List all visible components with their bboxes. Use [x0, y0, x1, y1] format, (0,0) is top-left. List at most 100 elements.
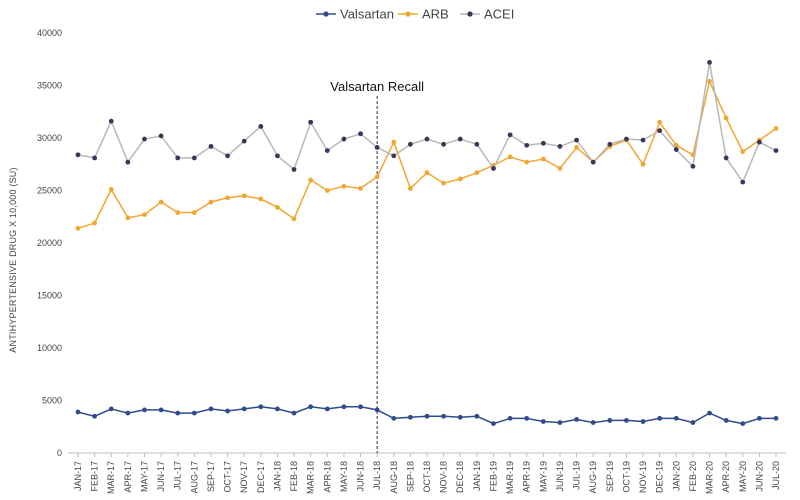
x-tick-label: JAN-17 — [73, 461, 83, 491]
data-point-valsartan — [574, 417, 579, 422]
data-point-valsartan — [524, 415, 530, 421]
x-tick-label: APR-18 — [322, 461, 332, 493]
data-point-arb — [241, 193, 247, 199]
data-point-acei — [258, 124, 264, 129]
data-point-valsartan — [125, 410, 131, 416]
recall-annotation-label: Valsartan Recall — [330, 79, 424, 94]
x-tick-label: JUL-18 — [372, 461, 382, 490]
data-point-acei — [308, 119, 314, 125]
data-point-arb — [308, 177, 314, 183]
data-point-valsartan — [740, 421, 746, 426]
data-point-valsartan — [358, 404, 363, 410]
data-point-valsartan — [557, 420, 563, 425]
data-point-arb — [175, 210, 181, 215]
data-point-arb — [324, 188, 330, 193]
legend-label-arb: ARB — [422, 7, 449, 22]
x-tick-label: OCT-18 — [422, 461, 432, 493]
data-point-arb — [125, 215, 131, 221]
data-point-acei — [624, 136, 629, 142]
data-point-acei — [407, 141, 413, 147]
x-tick-label: JAN-19 — [472, 461, 482, 491]
x-tick-label: DEC-17 — [256, 461, 266, 493]
data-point-acei — [175, 155, 181, 161]
data-point-acei — [491, 166, 496, 171]
x-tick-label: MAR-17 — [106, 461, 116, 494]
data-point-acei — [707, 60, 712, 65]
x-tick-label: JUL-20 — [771, 461, 781, 490]
data-point-valsartan — [92, 413, 98, 419]
legend: Valsartan ARB ACEI — [316, 7, 514, 22]
series-acei — [75, 60, 779, 185]
data-point-arb — [208, 199, 214, 205]
series-acei-line — [77, 62, 777, 184]
data-point-arb — [574, 145, 579, 150]
annotation-layer: Valsartan Recall — [330, 79, 424, 453]
data-point-arb — [740, 149, 746, 155]
x-tick-label: OCT-19 — [621, 461, 631, 493]
data-point-valsartan — [756, 415, 762, 421]
data-point-acei — [657, 128, 663, 134]
data-point-valsartan — [241, 406, 247, 412]
data-point-acei — [125, 159, 131, 165]
data-point-arb — [773, 126, 779, 131]
data-point-arb — [341, 183, 347, 189]
data-point-acei — [191, 155, 197, 161]
data-point-arb — [92, 220, 98, 226]
x-tick-label: SEP-19 — [605, 461, 615, 492]
data-point-arb — [391, 139, 397, 145]
y-tick-label: 25000 — [37, 186, 62, 196]
x-tick-label: JUN-18 — [356, 461, 366, 492]
y-tick-label: 15000 — [37, 291, 62, 301]
data-point-arb — [191, 210, 197, 215]
x-tick-label: MAY-17 — [139, 461, 149, 492]
y-tick-label: 30000 — [37, 133, 62, 143]
data-point-acei — [590, 159, 596, 165]
x-tick-label: MAR-18 — [306, 461, 316, 494]
data-point-acei — [208, 144, 214, 149]
data-point-acei — [640, 137, 646, 143]
data-point-arb — [540, 156, 546, 162]
x-tick-label: FEB-18 — [289, 461, 299, 492]
data-point-valsartan — [673, 415, 679, 421]
data-point-acei — [574, 137, 579, 143]
data-point-acei — [507, 132, 513, 138]
data-point-acei — [740, 179, 746, 185]
x-tick-label: OCT-17 — [223, 461, 233, 493]
data-point-acei — [424, 136, 430, 142]
legend-label-acei: ACEI — [484, 7, 514, 22]
data-point-valsartan — [507, 415, 513, 421]
data-point-valsartan — [457, 414, 463, 420]
x-tick-label: APR-19 — [522, 461, 532, 493]
y-tick-label: 40000 — [37, 28, 62, 38]
x-tick-label: JUN-20 — [754, 461, 764, 492]
data-point-acei — [75, 152, 81, 158]
data-point-acei — [341, 136, 347, 142]
data-point-valsartan — [308, 404, 314, 410]
legend-swatch-marker-acei — [467, 11, 473, 17]
data-point-valsartan — [324, 406, 330, 412]
data-point-valsartan — [690, 420, 696, 425]
data-point-arb — [723, 115, 729, 121]
data-point-valsartan — [723, 418, 729, 423]
data-point-acei — [358, 131, 363, 137]
data-point-valsartan — [773, 415, 779, 421]
series-arb — [75, 78, 779, 231]
data-point-acei — [441, 141, 447, 147]
x-tick-label: AUG-17 — [189, 461, 199, 494]
x-tick-label: FEB-20 — [688, 461, 698, 492]
data-point-acei — [524, 142, 530, 148]
data-point-acei — [92, 155, 98, 161]
data-point-valsartan — [640, 419, 646, 424]
data-point-valsartan — [142, 407, 147, 413]
x-tick-label: NOV-19 — [638, 461, 648, 493]
x-tick-label: JUN-19 — [555, 461, 565, 492]
data-point-valsartan — [624, 418, 629, 423]
x-tick-label: MAR-20 — [705, 461, 715, 494]
data-point-acei — [108, 118, 114, 124]
x-tick-label: FEB-17 — [90, 461, 100, 492]
data-point-arb — [275, 204, 280, 210]
data-point-acei — [607, 141, 613, 147]
x-tick-label: DEC-18 — [455, 461, 465, 493]
data-point-valsartan — [374, 407, 380, 413]
x-tick-label: SEP-18 — [405, 461, 415, 492]
